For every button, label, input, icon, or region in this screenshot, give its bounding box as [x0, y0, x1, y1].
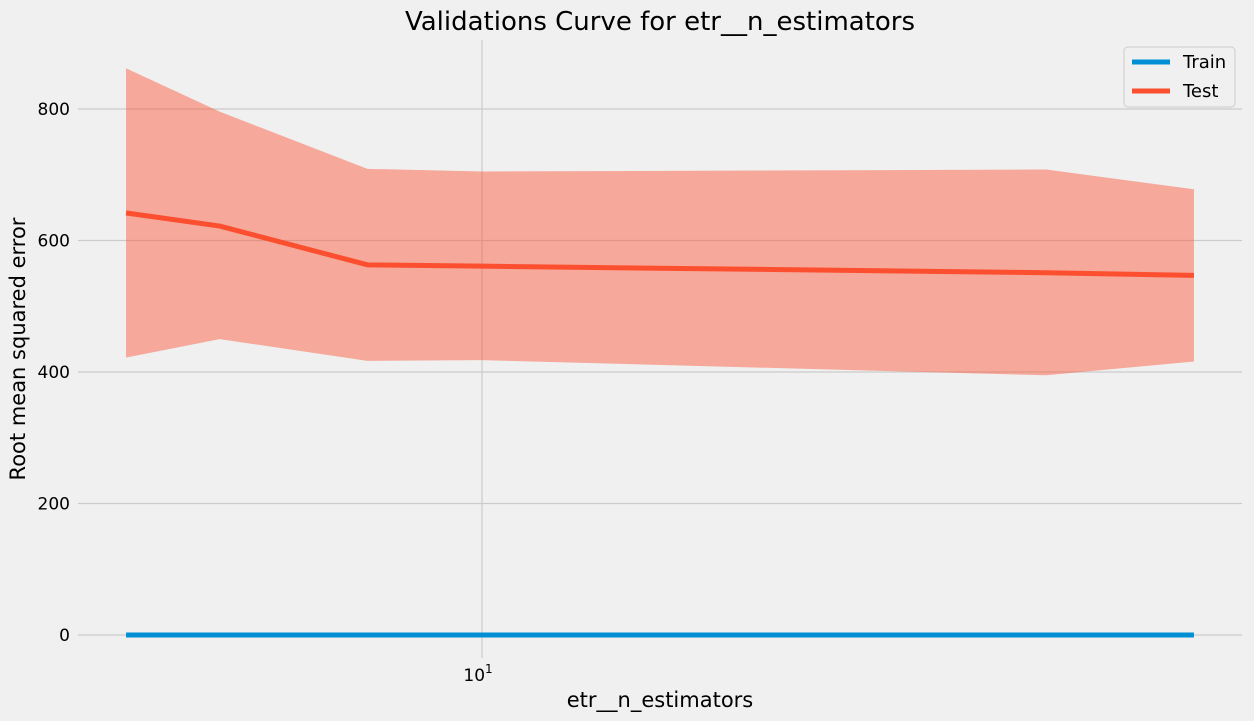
confidence-bands	[126, 68, 1194, 376]
y-axis-label: Root mean squared error	[6, 217, 30, 480]
band-test	[126, 68, 1194, 376]
y-tick-label: 0	[59, 626, 70, 646]
x-axis-label: etr__n_estimators	[567, 688, 754, 713]
legend-label-train: Train	[1182, 52, 1226, 73]
y-tick-label: 800	[38, 100, 70, 120]
y-tick-label: 400	[38, 363, 70, 383]
chart-title: Validations Curve for etr__n_estimators	[405, 7, 915, 37]
y-tick-label: 200	[38, 495, 70, 515]
line-test	[125, 210, 1194, 278]
legend: Train Test	[1123, 46, 1236, 108]
y-tick-label: 600	[38, 232, 70, 252]
series-lines	[125, 210, 1194, 638]
legend-label-test: Test	[1182, 81, 1218, 102]
